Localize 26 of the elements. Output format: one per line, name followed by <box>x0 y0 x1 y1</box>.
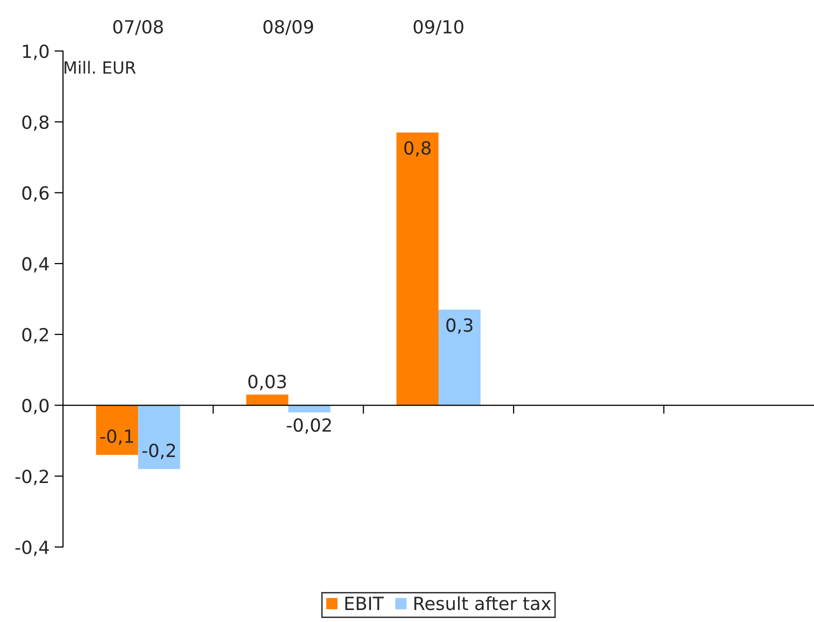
legend-label: Result after tax <box>414 596 551 610</box>
data-label: -0,02 <box>286 418 331 434</box>
data-label: -0,1 <box>100 429 134 445</box>
bar <box>246 394 288 406</box>
y-tick-label: -0,4 <box>15 540 49 556</box>
data-label: -0,2 <box>142 444 175 460</box>
x-tick-label: 07/08 <box>113 20 163 36</box>
x-tick-label: 09/10 <box>414 20 464 36</box>
data-label: 0,03 <box>248 374 286 390</box>
legend-label: EBIT <box>345 596 384 610</box>
bar <box>138 405 180 470</box>
y-tick-label: 0,6 <box>22 186 49 202</box>
data-label: 0,3 <box>446 318 472 334</box>
data-label: 0,8 <box>404 141 431 157</box>
y-tick-label: 0,0 <box>22 398 49 414</box>
y-tick-label: 0,4 <box>22 257 49 273</box>
bar <box>396 132 438 406</box>
y-tick-label: 0,2 <box>22 328 48 344</box>
y-tick-label: 0,8 <box>22 115 49 131</box>
x-tick-label: 08/09 <box>263 20 314 36</box>
bar <box>288 405 330 412</box>
bar <box>438 310 481 406</box>
bar <box>96 405 138 455</box>
y-tick-label: 1,0 <box>23 44 49 60</box>
annotation: Mill. EUR <box>64 60 136 74</box>
y-tick-label: -0,2 <box>15 470 48 486</box>
